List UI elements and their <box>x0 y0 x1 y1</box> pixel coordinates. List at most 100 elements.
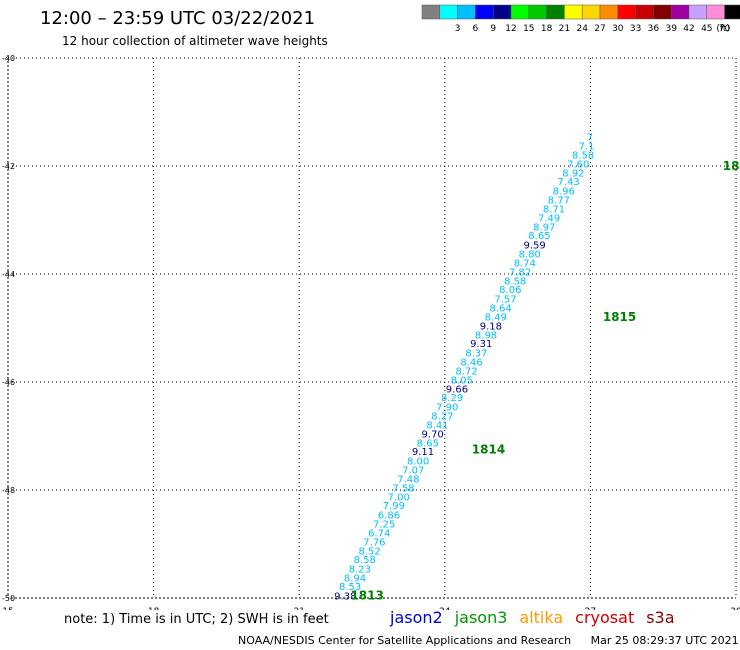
footer: NOAA/NESDIS Center for Satellite Applica… <box>238 634 740 647</box>
swh-point: 8.41 <box>426 421 448 432</box>
x-tick-label: 24 <box>439 607 451 610</box>
color-bin-label: 18 <box>541 24 553 34</box>
wave-height-points: 9.388.538.948.238.588.527.766.747.256.86… <box>334 132 594 602</box>
y-tick-label: -46 <box>2 378 15 387</box>
color-bin-label: 3 <box>455 24 461 34</box>
color-bin <box>617 4 636 20</box>
color-bin-label: 27 <box>594 24 605 34</box>
swh-point: 8.49 <box>485 313 507 324</box>
swh-point: 8.98 <box>475 330 497 341</box>
swh-point: 8.65 <box>528 231 550 242</box>
color-bin-label: 12 <box>505 24 516 34</box>
swh-point: 9.11 <box>412 447 434 458</box>
swh-point: 8.52 <box>358 546 380 557</box>
color-bin-label: 9 <box>490 24 496 34</box>
satellite-cryosat: cryosat <box>575 608 635 627</box>
chart-title: 12:00 – 23:59 UTC 03/22/2021 <box>40 8 316 29</box>
pass-labels: 1813 1814 1815 18 <box>350 159 739 602</box>
swh-point: 7.1 <box>579 141 595 152</box>
color-bin-label: 42 <box>683 24 694 34</box>
swh-point: 8.74 <box>514 259 536 270</box>
x-tick-label: 15 <box>2 607 13 610</box>
swh-point: 8.97 <box>533 222 555 233</box>
color-bin <box>581 4 601 20</box>
swh-point: 8.72 <box>456 367 478 378</box>
footer-source: NOAA/NESDIS Center for Satellite Applica… <box>238 634 572 647</box>
swh-point: 7.07 <box>402 465 424 476</box>
plot-border <box>7 57 737 599</box>
swh-point: 7.58 <box>392 483 414 494</box>
swh-point: 7.90 <box>436 402 458 413</box>
pass-label: 18 <box>723 159 740 173</box>
swh-point: 8.23 <box>349 564 371 575</box>
pass-label: 1815 <box>603 310 636 324</box>
swh-point: 8.46 <box>460 357 482 368</box>
swh-point: 8.65 <box>417 438 439 449</box>
swh-point: 8.58 <box>354 555 376 566</box>
color-bin <box>457 4 476 20</box>
swh-point: 9.66 <box>446 384 468 395</box>
swh-point: 6.74 <box>368 529 390 540</box>
color-bin <box>670 4 690 20</box>
x-tick-label: 21 <box>293 607 304 610</box>
pass-label: 1814 <box>472 443 505 457</box>
swh-point: 6.86 <box>378 510 400 521</box>
color-bin <box>688 4 708 20</box>
swh-point: 7 <box>587 132 593 143</box>
color-bin <box>564 4 583 20</box>
color-bin-label: 36 <box>648 24 660 34</box>
swh-point: 8.92 <box>562 168 584 179</box>
swh-point: 7.57 <box>494 294 516 305</box>
color-bin-label: 70 <box>719 24 731 34</box>
swh-point: 9.70 <box>422 429 444 440</box>
color-bin-label: 45 <box>701 24 712 34</box>
color-bin <box>475 4 494 20</box>
color-bin <box>599 4 619 20</box>
swh-point: 8.29 <box>441 393 463 404</box>
satellite-jason3: jason3 <box>454 608 508 627</box>
swh-point: 8.58 <box>504 276 526 287</box>
color-bin-label: 6 <box>473 24 479 34</box>
swh-point: 7.99 <box>383 501 405 512</box>
chart-frame <box>7 57 737 599</box>
swh-point: 7.25 <box>373 519 395 530</box>
color-bin <box>546 4 565 20</box>
swh-point: 8.58 <box>572 151 594 162</box>
swh-point: 8.96 <box>553 186 575 197</box>
color-bin <box>421 4 441 20</box>
color-bin-label: 39 <box>665 24 677 34</box>
swh-point: 8.71 <box>543 205 565 216</box>
chart-grid <box>7 57 737 599</box>
y-tick-label: -40 <box>2 54 15 63</box>
swh-point: 8.53 <box>339 582 361 593</box>
swh-point: 8.05 <box>451 375 473 386</box>
color-bin <box>439 4 458 20</box>
note-text: note: 1) Time is in UTC; 2) SWH is in fe… <box>64 612 329 627</box>
swh-point: 8.27 <box>431 411 453 422</box>
y-tick-label: -48 <box>2 486 15 495</box>
swh-point: 7.60 <box>567 159 589 170</box>
swh-point: 7.48 <box>397 475 419 486</box>
color-bin <box>706 4 725 20</box>
swh-point: 7.00 <box>388 492 410 503</box>
swh-point: 8.00 <box>407 456 429 467</box>
satellite-altika: altika <box>519 608 564 627</box>
y-tick-label: -44 <box>2 270 15 279</box>
swh-point: 9.31 <box>470 339 492 350</box>
color-bin-label: 24 <box>576 24 588 34</box>
satellite-jason2: jason2 <box>390 608 443 627</box>
swh-point: 8.80 <box>519 249 541 260</box>
pass-label: 1813 <box>350 588 383 602</box>
satellite-legend: jason2 jason3 altika cryosat s3a <box>390 608 687 627</box>
swh-point: 7.49 <box>538 213 560 224</box>
x-tick-label: 30 <box>730 607 740 610</box>
color-scale-legend: 3 6 9 12 15 18 21 24 27 30 33 36 39 42 45 70(ft) <box>421 4 740 34</box>
swh-point: 8.37 <box>465 348 487 359</box>
satellite-s3a: s3a <box>646 608 675 627</box>
y-tick-label: -42 <box>2 162 15 171</box>
color-bin-label: 15 <box>523 24 534 34</box>
color-bin <box>528 4 547 20</box>
x-tick-label: 18 <box>148 607 160 610</box>
color-bin <box>724 4 740 20</box>
